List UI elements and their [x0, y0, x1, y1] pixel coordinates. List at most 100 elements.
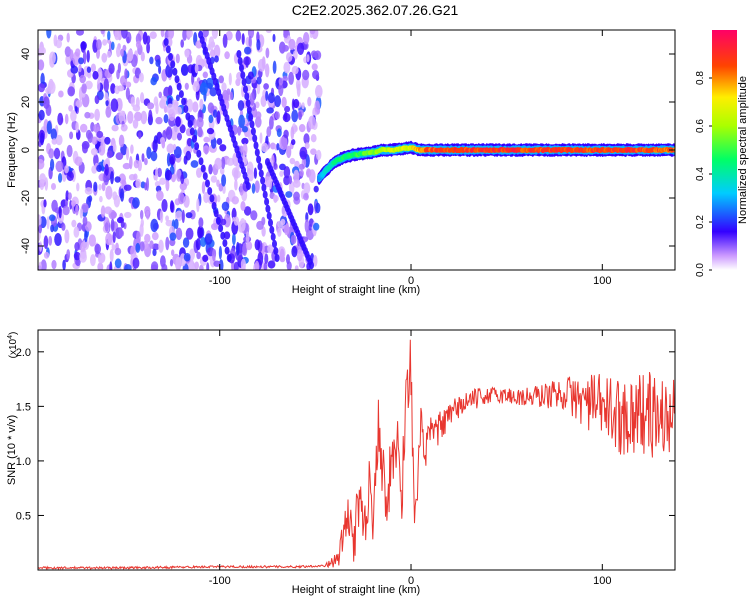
noise-blob	[107, 30, 111, 41]
noise-blob	[169, 232, 177, 241]
noise-blob	[280, 136, 288, 151]
noise-blob	[158, 65, 162, 75]
noise-streak	[254, 148, 260, 157]
noise-blob	[303, 32, 310, 45]
noise-blob	[183, 252, 191, 262]
noise-blob	[289, 157, 296, 165]
noise-blob	[81, 83, 87, 94]
snr-y-tick-label: 2.0	[16, 347, 31, 359]
noise-blob	[209, 49, 215, 58]
noise-blob	[66, 144, 73, 158]
noise-blob	[96, 78, 101, 92]
noise-blob	[78, 64, 82, 73]
noise-blob	[163, 114, 169, 124]
noise-blob	[157, 167, 162, 178]
noise-blob	[248, 35, 252, 49]
noise-blob	[313, 222, 320, 231]
noise-blob	[110, 83, 116, 94]
noise-blob	[48, 148, 55, 159]
noise-blob	[114, 30, 120, 41]
snr-y-ticks: 0.5 1.0 1.5 2.0	[16, 347, 675, 522]
noise-blob	[205, 77, 214, 89]
noise-streak	[273, 247, 279, 255]
noise-blob	[308, 115, 316, 130]
noise-blob	[54, 233, 62, 246]
noise-blob	[82, 142, 88, 154]
snr-line-series	[38, 339, 675, 570]
noise-blob	[158, 239, 164, 253]
noise-blob	[90, 148, 98, 156]
noise-blob	[178, 192, 185, 205]
noise-blob	[208, 164, 213, 175]
noise-blob	[51, 259, 57, 270]
noise-blob	[104, 206, 112, 215]
noise-blob	[102, 39, 108, 46]
noise-blob	[97, 262, 104, 270]
noise-blob	[79, 74, 86, 84]
noise-blob	[98, 184, 102, 191]
noise-blob	[196, 167, 202, 178]
noise-blob	[273, 194, 278, 203]
noise-blob	[75, 48, 81, 57]
noise-blob	[286, 254, 290, 265]
noise-blob	[186, 30, 193, 38]
noise-blob	[204, 233, 213, 245]
noise-blob	[112, 143, 117, 153]
noise-blob	[245, 56, 249, 68]
noise-blob	[276, 128, 282, 138]
noise-blob	[132, 257, 140, 269]
noise-blob	[173, 104, 178, 115]
noise-streak	[274, 254, 280, 262]
noise-blob	[65, 54, 71, 65]
noise-blob	[175, 210, 183, 222]
noise-blob	[81, 203, 89, 213]
noise-blob	[40, 259, 47, 270]
noise-blob	[100, 205, 106, 218]
noise-blob	[69, 49, 74, 61]
noise-blob	[185, 212, 193, 219]
page-title: C2E2.2025.362.07.26.G21	[291, 2, 459, 18]
spectrogram-y-axis-title: Frequency (Hz)	[6, 112, 18, 188]
noise-blob	[93, 181, 98, 192]
noise-blob	[180, 173, 185, 185]
noise-blob	[206, 127, 215, 135]
noise-blob	[58, 205, 62, 219]
noise-blob	[110, 171, 114, 185]
noise-streak	[187, 119, 193, 128]
spectrogram-y-ticks: -40 -20 0 20 40	[20, 48, 675, 254]
noise-blob	[245, 231, 250, 243]
noise-blob	[250, 92, 255, 106]
noise-blob	[55, 160, 64, 173]
noise-blob	[278, 77, 284, 86]
noise-blob	[47, 80, 56, 94]
noise-blob	[233, 169, 239, 182]
noise-blob	[96, 164, 102, 172]
noise-blob	[279, 170, 284, 177]
noise-blob	[55, 134, 63, 146]
spectrogram-x-tick-label: 0	[408, 275, 414, 287]
noise-streak	[218, 224, 224, 233]
noise-blob	[122, 162, 131, 170]
noise-streak	[209, 194, 215, 203]
noise-blob	[140, 110, 148, 125]
noise-streak	[260, 176, 266, 185]
noise-streak	[205, 179, 210, 188]
noise-blob	[233, 216, 240, 226]
noise-streak	[245, 182, 251, 190]
noise-blob	[184, 49, 190, 58]
noise-blob	[146, 146, 152, 159]
colorbar-tick-label: 0.0	[695, 263, 706, 277]
noise-blob	[254, 101, 260, 109]
noise-blob	[260, 95, 267, 107]
noise-streak	[243, 85, 248, 94]
spectrogram-y-tick-label: 0	[20, 147, 32, 153]
noise-blob	[125, 87, 130, 100]
noise-blob	[120, 48, 124, 57]
noise-blob	[182, 237, 190, 248]
colorbar: 0.0 0.2 0.4 0.6 0.8 Normalized spectral ampl…	[695, 30, 749, 277]
noise-blob	[283, 175, 290, 186]
noise-blob	[50, 158, 55, 171]
noise-blob	[213, 44, 221, 59]
noise-blob	[278, 82, 284, 97]
